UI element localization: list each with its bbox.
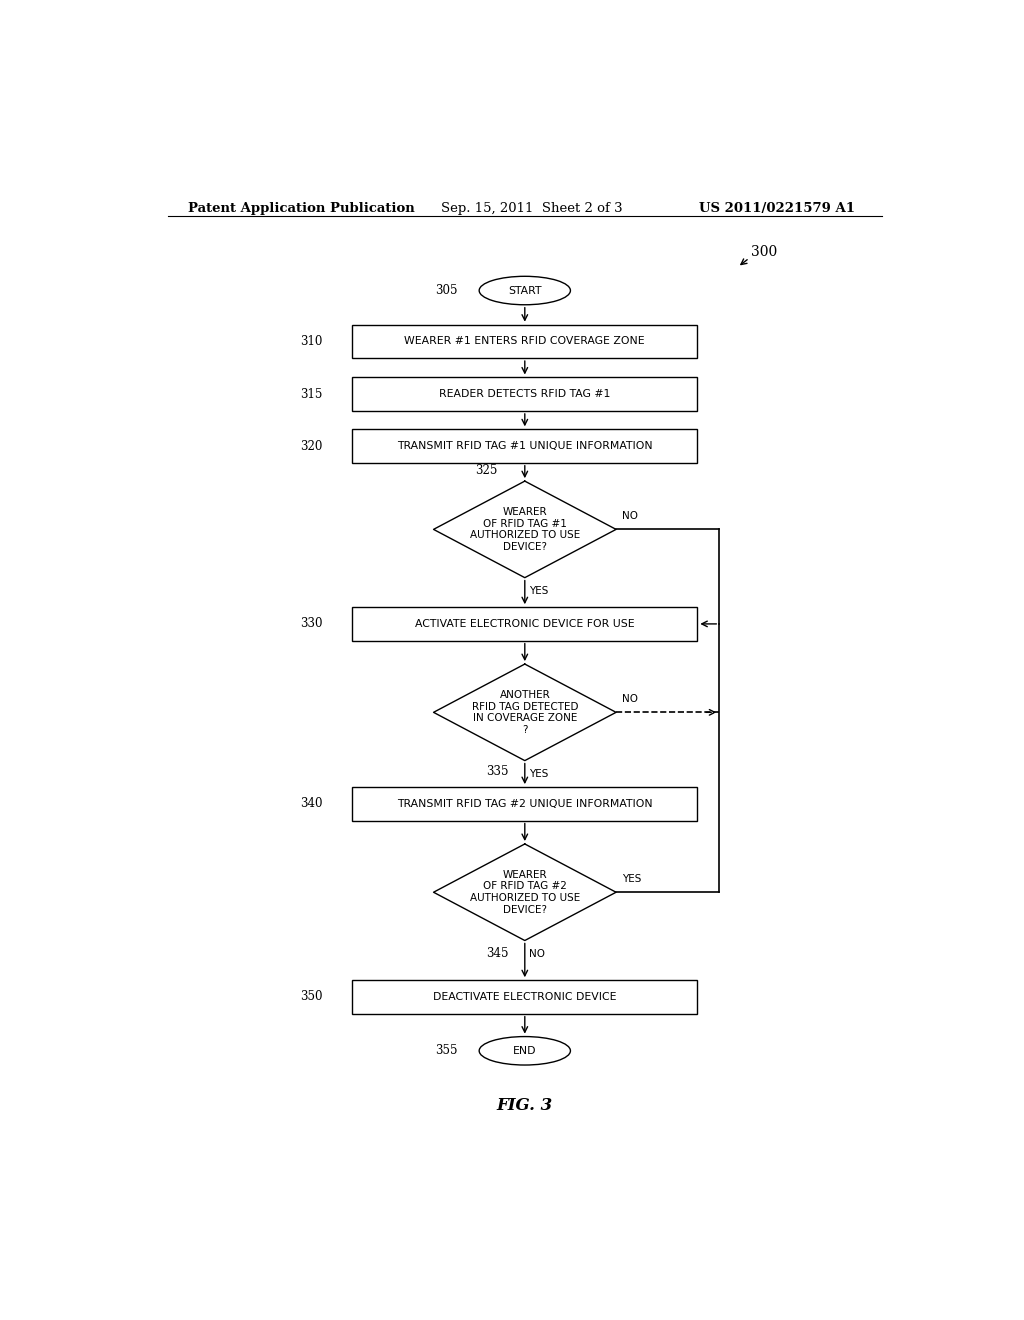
Text: FIG. 3: FIG. 3	[497, 1097, 553, 1114]
Text: ANOTHER
RFID TAG DETECTED
IN COVERAGE ZONE
?: ANOTHER RFID TAG DETECTED IN COVERAGE ZO…	[471, 690, 579, 735]
Polygon shape	[433, 480, 616, 578]
Polygon shape	[433, 664, 616, 760]
Text: WEARER
OF RFID TAG #1
AUTHORIZED TO USE
DEVICE?: WEARER OF RFID TAG #1 AUTHORIZED TO USE …	[470, 507, 580, 552]
Text: Sep. 15, 2011  Sheet 2 of 3: Sep. 15, 2011 Sheet 2 of 3	[441, 202, 623, 215]
Text: TRANSMIT RFID TAG #2 UNIQUE INFORMATION: TRANSMIT RFID TAG #2 UNIQUE INFORMATION	[397, 799, 652, 809]
Text: ACTIVATE ELECTRONIC DEVICE FOR USE: ACTIVATE ELECTRONIC DEVICE FOR USE	[415, 619, 635, 628]
Text: 320: 320	[300, 440, 323, 453]
Text: READER DETECTS RFID TAG #1: READER DETECTS RFID TAG #1	[439, 389, 610, 399]
Text: DEACTIVATE ELECTRONIC DEVICE: DEACTIVATE ELECTRONIC DEVICE	[433, 991, 616, 1002]
Text: WEARER #1 ENTERS RFID COVERAGE ZONE: WEARER #1 ENTERS RFID COVERAGE ZONE	[404, 337, 645, 346]
FancyBboxPatch shape	[352, 981, 697, 1014]
Ellipse shape	[479, 1036, 570, 1065]
FancyBboxPatch shape	[352, 787, 697, 821]
Text: 340: 340	[300, 797, 323, 810]
Text: 330: 330	[300, 618, 323, 631]
Text: 300: 300	[751, 246, 777, 259]
Text: NO: NO	[528, 949, 545, 958]
Text: US 2011/0221579 A1: US 2011/0221579 A1	[699, 202, 855, 215]
Text: 315: 315	[300, 388, 323, 401]
Text: END: END	[513, 1045, 537, 1056]
Text: WEARER
OF RFID TAG #2
AUTHORIZED TO USE
DEVICE?: WEARER OF RFID TAG #2 AUTHORIZED TO USE …	[470, 870, 580, 915]
Text: 310: 310	[300, 335, 323, 348]
FancyBboxPatch shape	[352, 429, 697, 463]
Text: TRANSMIT RFID TAG #1 UNIQUE INFORMATION: TRANSMIT RFID TAG #1 UNIQUE INFORMATION	[397, 441, 652, 451]
Text: YES: YES	[528, 768, 548, 779]
Text: 345: 345	[486, 946, 509, 960]
Ellipse shape	[479, 276, 570, 305]
Text: 335: 335	[486, 764, 509, 777]
Polygon shape	[433, 843, 616, 941]
Text: NO: NO	[623, 511, 638, 521]
Text: 305: 305	[435, 284, 458, 297]
Text: START: START	[508, 285, 542, 296]
FancyBboxPatch shape	[352, 325, 697, 358]
Text: 325: 325	[475, 463, 497, 477]
FancyBboxPatch shape	[352, 607, 697, 640]
Text: Patent Application Publication: Patent Application Publication	[187, 202, 415, 215]
Text: YES: YES	[623, 874, 642, 884]
Text: 355: 355	[435, 1044, 458, 1057]
FancyBboxPatch shape	[352, 378, 697, 411]
Text: YES: YES	[528, 586, 548, 595]
Text: NO: NO	[623, 694, 638, 704]
Text: 350: 350	[300, 990, 323, 1003]
